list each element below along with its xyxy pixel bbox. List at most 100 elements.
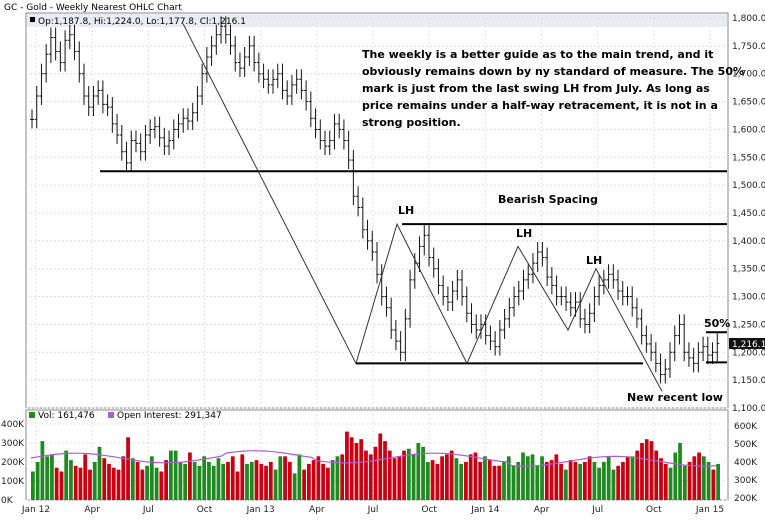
ohlc-bar <box>535 241 540 273</box>
oi-legend-label: Open Interest: 291,347 <box>117 411 222 421</box>
volume-bar <box>445 454 449 500</box>
ohlc-bar <box>601 269 606 295</box>
ohlc-bar <box>313 108 318 139</box>
oi-right-tick: 200K <box>734 494 758 504</box>
ohlc-bar <box>143 124 148 161</box>
volume-bar <box>502 462 506 500</box>
ohlc-bar <box>701 336 706 362</box>
ohlc-bar <box>176 113 181 139</box>
ohlc-bar <box>493 331 498 356</box>
fifty-percent-label: 50% <box>704 317 730 330</box>
ohlc-bar <box>460 269 465 306</box>
bearish-spacing-label: Bearish Spacing <box>498 193 598 206</box>
ohlc-bar <box>332 113 337 150</box>
volume-bar <box>573 462 578 500</box>
ohlc-bar <box>507 297 512 328</box>
volume-bar <box>45 456 50 500</box>
ohlc-bar <box>686 342 691 367</box>
ohlc-bar <box>294 69 299 94</box>
ohlc-bar <box>682 314 687 362</box>
volume-bar <box>230 456 235 500</box>
ohlc-bar <box>327 130 332 156</box>
ohlc-bar <box>39 63 44 105</box>
header-strip <box>27 14 727 27</box>
ohlc-bar <box>30 109 34 129</box>
volume-bar <box>69 460 73 500</box>
ohlc-bar <box>549 267 554 295</box>
volume-bar <box>530 454 535 500</box>
ohlc-bar <box>228 24 233 55</box>
volume-bar <box>149 456 154 500</box>
ohlc-bar <box>190 102 195 130</box>
volume-bar <box>50 454 54 500</box>
volume-bar <box>264 465 268 500</box>
volume-bar <box>459 463 464 500</box>
volume-bar <box>621 462 625 500</box>
ohlc-bar <box>426 225 431 267</box>
volume-bar <box>378 433 383 500</box>
ohlc-bar <box>266 69 271 94</box>
ohlc-bar <box>181 108 186 133</box>
volume-bar <box>711 469 716 500</box>
x-tick-label: Oct <box>197 505 213 515</box>
ohlc-bar <box>360 197 365 239</box>
oi-right-tick: 600K <box>734 422 758 432</box>
ohlc-bar <box>214 24 219 55</box>
ohlc-bar <box>422 225 427 256</box>
volume-bar <box>673 452 678 500</box>
ohlc-bar <box>521 269 526 300</box>
volume-bar <box>183 463 188 500</box>
volume-bar <box>597 467 602 500</box>
volume-bar <box>663 463 668 500</box>
volume-left-tick: 200K <box>1 458 25 468</box>
volume-bar <box>687 462 692 500</box>
ohlc-bar <box>209 35 214 66</box>
price-tick-label: 1,400.0 <box>732 237 765 247</box>
volume-bar <box>259 463 264 500</box>
new-recent-low-label: New recent low <box>627 391 723 404</box>
volume-bar <box>692 456 697 500</box>
price-tick-label: 1,250.0 <box>732 320 765 330</box>
volume-bar <box>625 456 630 500</box>
x-tick-label: Apr <box>534 505 550 515</box>
volume-bar <box>578 463 582 500</box>
ohlc-bar <box>133 130 138 153</box>
ohlc-bar <box>34 85 39 129</box>
ohlc-bar <box>375 241 379 284</box>
last-price-tag <box>729 338 765 349</box>
volume-bar <box>345 431 349 500</box>
ohlc-bar <box>318 119 323 150</box>
ohlc-bar <box>408 269 413 328</box>
volume-bar <box>278 456 283 500</box>
ohlc-bar <box>171 119 176 150</box>
ohlc-bar <box>200 63 205 105</box>
price-panel-frame <box>25 12 729 409</box>
x-tick-label: Jul <box>367 505 379 515</box>
ohlc-bar <box>630 286 635 317</box>
ohlc-bar <box>526 264 531 289</box>
price-tick-label: 1,300.0 <box>732 293 765 303</box>
ohlc-bar <box>285 80 290 105</box>
ohlc-bar <box>129 130 134 172</box>
volume-bar <box>292 473 297 500</box>
ohlc-bar <box>606 264 611 289</box>
volume-bar <box>492 465 497 500</box>
ohlc-bar <box>304 80 309 111</box>
ohlc-bar <box>53 27 58 61</box>
ohlc-bar <box>100 80 105 114</box>
volume-bar <box>706 462 711 500</box>
volume-bar <box>464 462 468 500</box>
price-tick-label: 1,450.0 <box>732 209 765 219</box>
ohlc-bar <box>545 247 550 286</box>
volume-bar <box>159 471 164 500</box>
volume-bar <box>454 458 459 500</box>
volume-bar <box>197 465 202 500</box>
volume-bars <box>30 431 720 500</box>
volume-bar <box>192 462 197 500</box>
volume-bar <box>216 458 221 500</box>
ohlc-bar <box>620 280 625 306</box>
volume-bar <box>92 462 97 500</box>
price-tick-label: 1,200.0 <box>732 348 765 358</box>
price-tick-label: 1,800.0 <box>732 14 765 24</box>
